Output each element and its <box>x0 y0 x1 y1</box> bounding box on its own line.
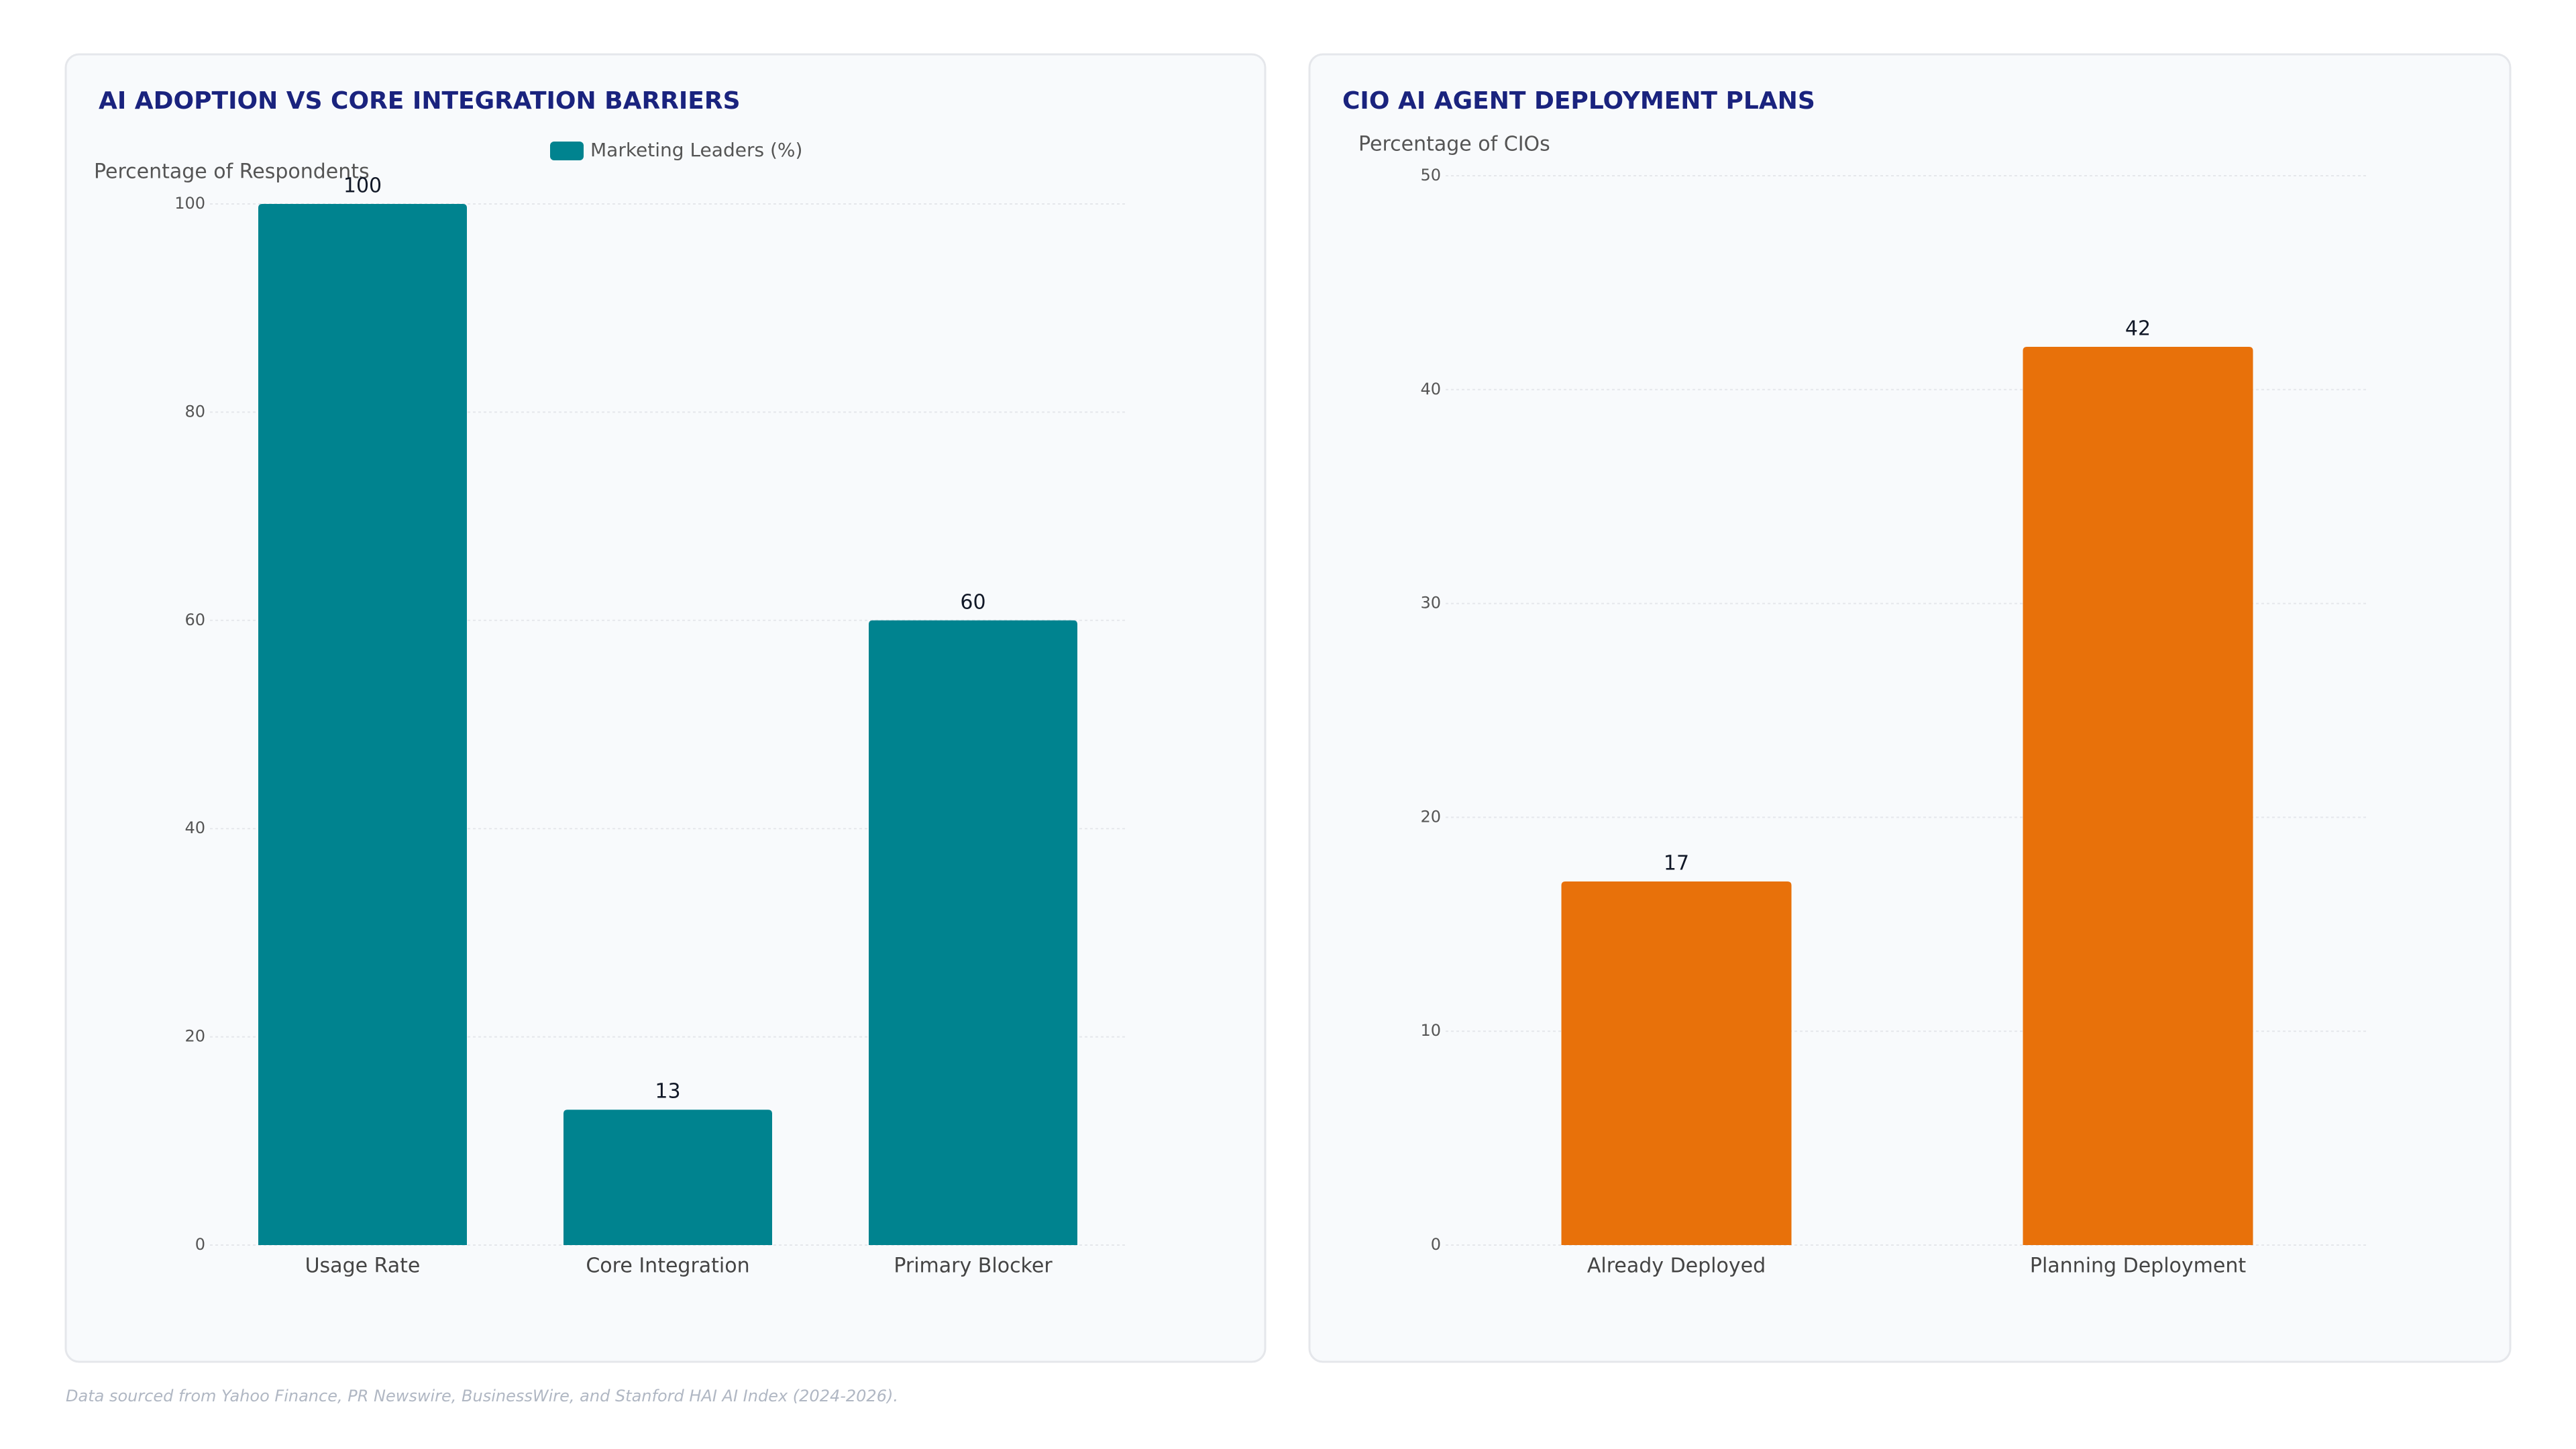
y-tick-label: 10 <box>1420 1021 1441 1040</box>
y-tick-label: 60 <box>184 610 205 629</box>
x-tick-label: Planning Deployment <box>2030 1254 2247 1278</box>
value-label: 100 <box>343 174 382 198</box>
bar <box>564 1110 772 1245</box>
y-tick-label: 40 <box>1420 380 1441 398</box>
y-tick-label: 50 <box>1420 166 1441 184</box>
y-axis-label: Percentage of CIOs <box>1358 133 1550 156</box>
y-tick-label: 100 <box>174 194 205 213</box>
x-tick-label: Already Deployed <box>1587 1254 1766 1278</box>
footer: Data sourced from Yahoo Finance, PR News… <box>66 1387 898 1405</box>
x-tick-label: Core Integration <box>586 1254 749 1278</box>
panel <box>1308 53 2512 1363</box>
value-label: 17 <box>1664 852 1689 875</box>
bar <box>1561 881 1792 1245</box>
legend-swatch <box>550 142 584 160</box>
chart-title: AI ADOPTION VS CORE INTEGRATION BARRIERS <box>99 87 741 115</box>
y-tick-label: 20 <box>184 1027 205 1046</box>
y-tick-label: 80 <box>184 402 205 421</box>
y-axis-label: Percentage of Respondents <box>94 160 370 184</box>
x-tick-label: Primary Blocker <box>894 1254 1053 1278</box>
y-tick-label: 40 <box>184 818 205 837</box>
bar <box>258 204 467 1245</box>
chart-title: CIO AI AGENT DEPLOYMENT PLANS <box>1342 87 1815 115</box>
value-label: 42 <box>2125 317 2151 341</box>
y-tick-label: 30 <box>1420 594 1441 612</box>
value-label: 60 <box>960 590 985 614</box>
bar <box>869 620 1077 1245</box>
y-tick-label: 0 <box>195 1235 205 1254</box>
y-tick-label: 0 <box>1431 1235 1441 1254</box>
y-tick-label: 20 <box>1420 807 1441 826</box>
bar <box>2023 347 2253 1245</box>
x-tick-label: Usage Rate <box>305 1254 421 1278</box>
legend-label: Marketing Leaders (%) <box>590 139 802 161</box>
value-label: 13 <box>655 1080 680 1104</box>
